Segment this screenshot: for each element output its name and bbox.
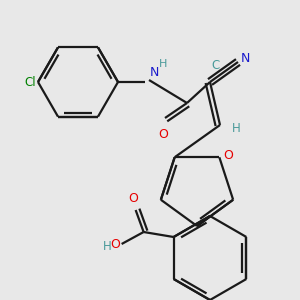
Text: O: O (110, 238, 120, 251)
Text: N: N (241, 52, 250, 64)
Text: Cl: Cl (24, 76, 36, 88)
Text: H: H (103, 241, 112, 254)
Text: H: H (159, 59, 167, 69)
Text: O: O (158, 128, 168, 141)
Text: O: O (129, 192, 139, 205)
Text: N: N (150, 65, 159, 79)
Text: O: O (223, 149, 233, 162)
Text: C: C (211, 59, 219, 72)
Text: H: H (232, 122, 241, 136)
